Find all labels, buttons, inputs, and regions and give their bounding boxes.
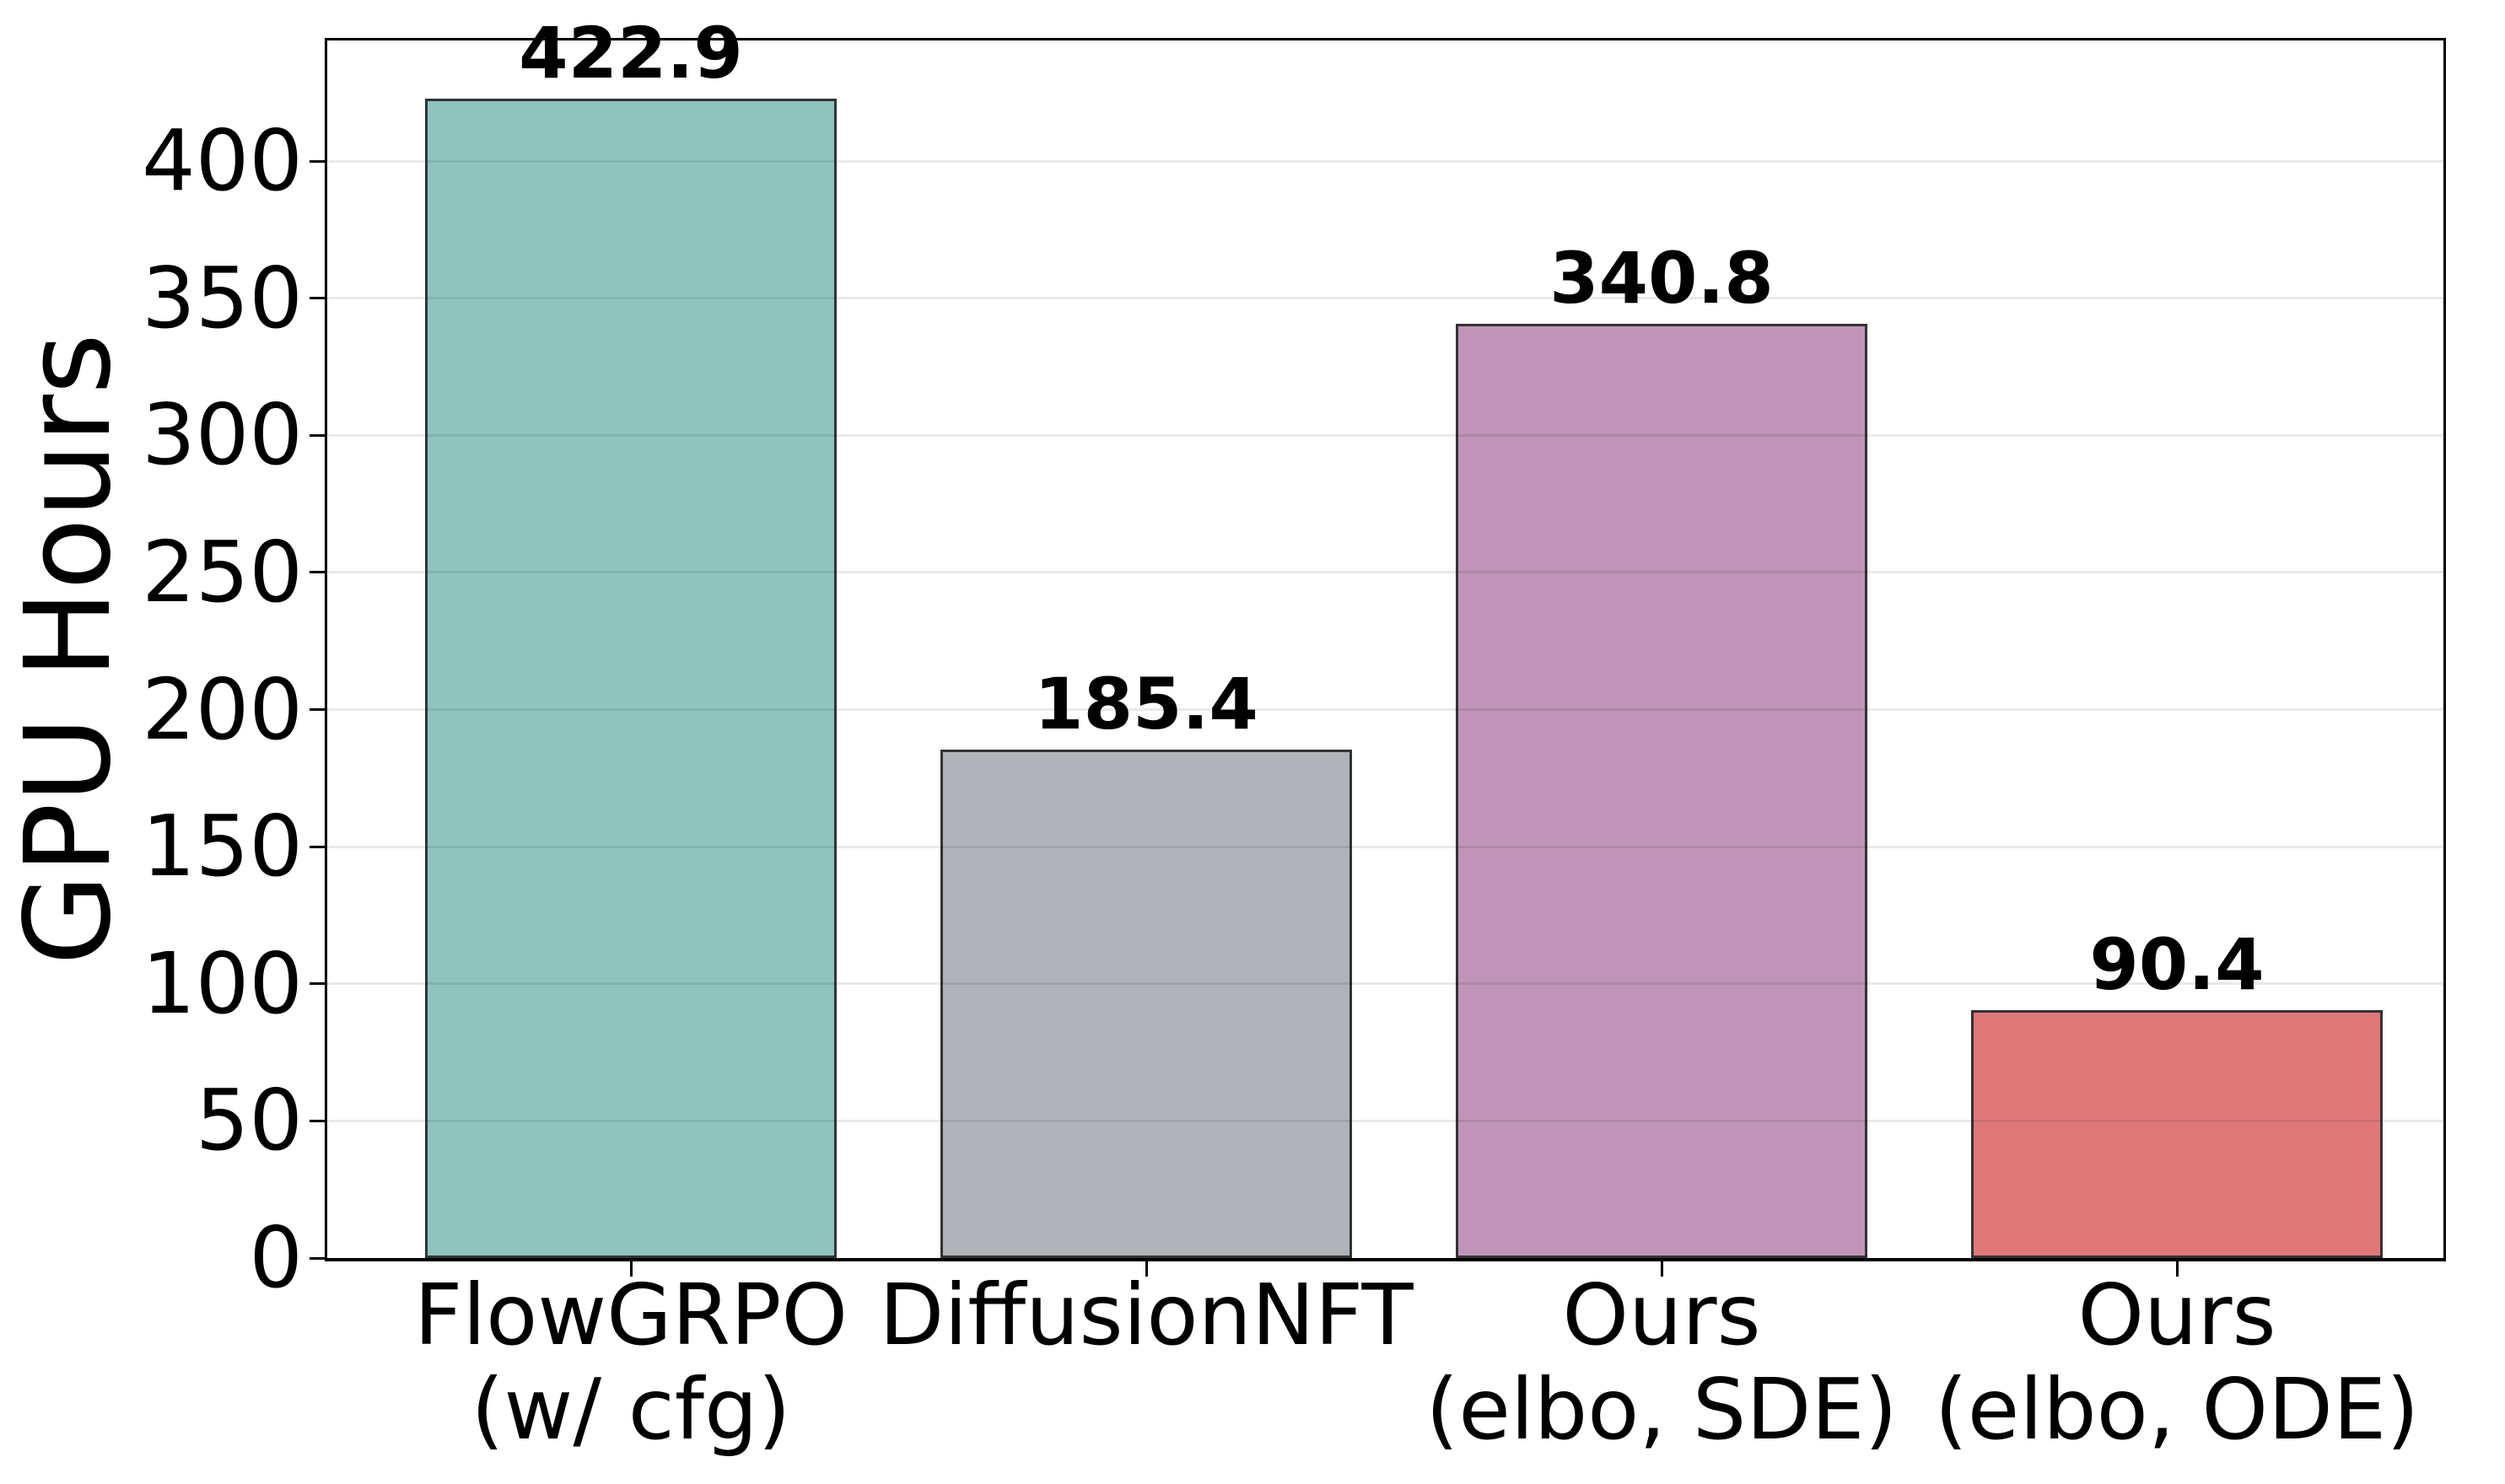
y-axis-tick — [310, 845, 325, 848]
y-axis-tick — [310, 159, 325, 163]
y-tick-label: 100 — [142, 933, 303, 1033]
y-tick-label: 350 — [142, 248, 303, 347]
y-axis-tick — [310, 433, 325, 437]
x-axis-tick — [1145, 1261, 1148, 1277]
x-tick-label: Ours (elbo, ODE) — [1934, 1266, 2420, 1459]
bar — [425, 98, 837, 1258]
x-tick-label: Ours (elbo, SDE) — [1425, 1266, 1898, 1459]
y-tick-label: 50 — [195, 1071, 303, 1170]
y-axis-tick — [310, 297, 325, 300]
plot-area — [325, 38, 2446, 1261]
y-axis-tick — [310, 1256, 325, 1260]
bar-value-label: 422.9 — [519, 11, 743, 94]
x-axis-tick — [629, 1261, 633, 1277]
y-axis-tick — [310, 982, 325, 986]
x-tick-label: FlowGRPO (w/ cfg) — [413, 1266, 848, 1459]
x-tick-label: DiffusionNFT — [879, 1266, 1414, 1364]
y-tick-label: 300 — [142, 385, 303, 485]
bar-value-label: 185.4 — [1034, 663, 1258, 746]
y-tick-label: 0 — [249, 1208, 303, 1307]
x-axis-tick — [2175, 1261, 2179, 1277]
y-tick-label: 150 — [142, 797, 303, 896]
bar — [1971, 1009, 2383, 1258]
x-axis-tick — [1660, 1261, 1663, 1277]
bar — [1456, 323, 1867, 1258]
bar-value-label: 90.4 — [2089, 922, 2265, 1006]
y-tick-label: 200 — [142, 659, 303, 759]
bar-value-label: 340.8 — [1549, 236, 1774, 320]
y-tick-label: 400 — [142, 111, 303, 211]
bar — [940, 750, 1352, 1258]
y-axis-tick — [310, 571, 325, 574]
y-axis-tick — [310, 1119, 325, 1122]
y-tick-label: 250 — [142, 522, 303, 621]
y-axis-tick — [310, 708, 325, 712]
